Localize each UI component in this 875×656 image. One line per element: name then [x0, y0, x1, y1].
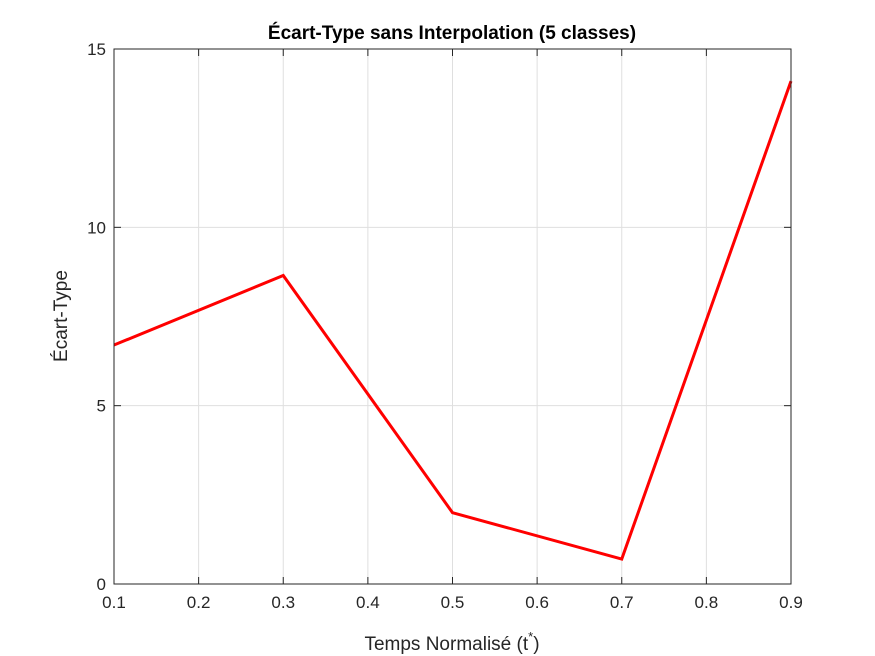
x-tick-label: 0.1 [102, 593, 126, 612]
x-tick-label: 0.2 [187, 593, 211, 612]
x-tick-label: 0.9 [779, 593, 803, 612]
y-tick-label: 10 [87, 218, 106, 237]
y-tick-label: 15 [87, 40, 106, 59]
x-tick-label: 0.8 [695, 593, 719, 612]
x-tick-label: 0.3 [271, 593, 295, 612]
chart-title: Écart-Type sans Interpolation (5 classes… [268, 22, 636, 44]
y-axis-label: Écart-Type [51, 270, 72, 362]
y-tick-label: 5 [97, 397, 106, 416]
x-tick-label: 0.6 [525, 593, 549, 612]
x-axis-label-main: Temps Normalisé (t [364, 634, 528, 655]
x-tick-label: 0.4 [356, 593, 380, 612]
y-tick-label: 0 [97, 575, 106, 594]
x-tick-label: 0.7 [610, 593, 634, 612]
tick-layer: 0.1 0.2 0.3 0.4 0.5 0.6 0.7 0.8 0.9 0 5 10 15 [87, 40, 803, 612]
x-axis-label-superscript: * [528, 629, 533, 644]
x-tick-label: 0.5 [441, 593, 465, 612]
x-axis-label-suffix: ) [533, 634, 539, 655]
x-axis-label: Temps Normalisé (t*) [364, 629, 539, 655]
